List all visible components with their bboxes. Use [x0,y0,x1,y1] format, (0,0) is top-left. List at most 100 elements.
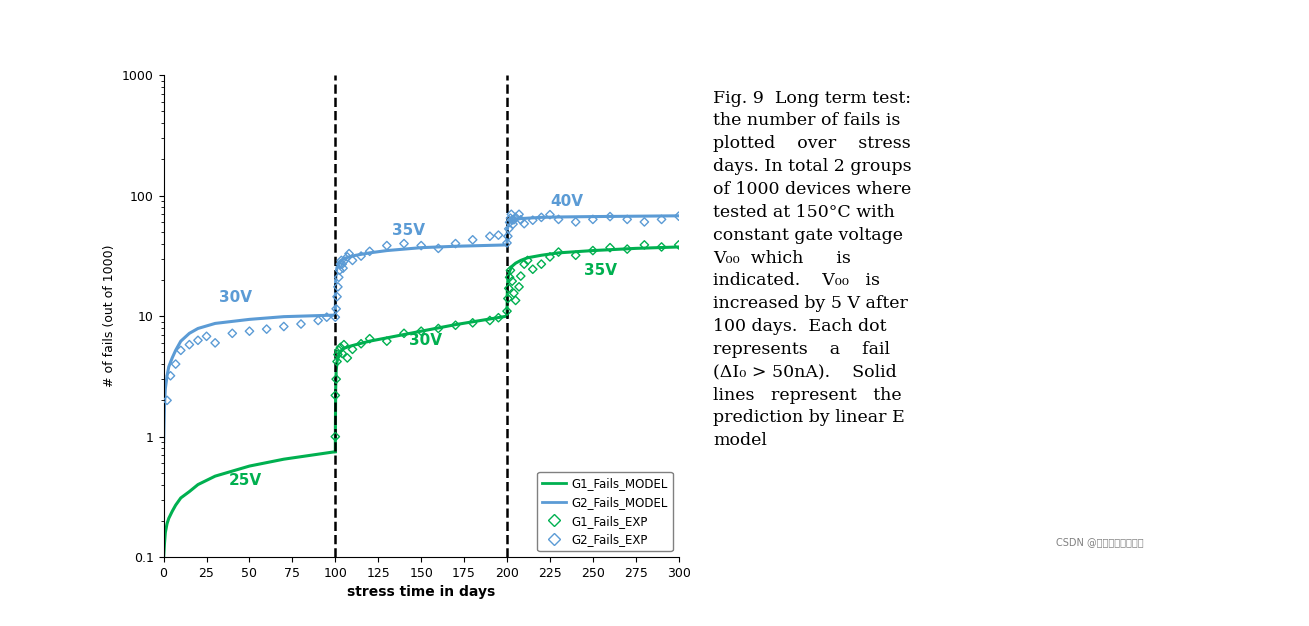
Point [257,324,278,334]
Point [428,244,449,254]
Point [513,218,534,228]
Point [499,284,520,294]
Point [291,319,312,329]
Text: 35V: 35V [391,223,425,238]
Point [509,209,530,219]
Point [522,264,543,274]
Point [359,246,380,256]
Point [503,219,524,229]
Point [583,245,603,255]
X-axis label: stress time in days: stress time in days [347,585,495,600]
Text: 30V: 30V [219,290,251,305]
Point [187,336,208,346]
Point [332,263,353,273]
Point [479,316,500,326]
Point [165,359,186,369]
Point [651,214,672,224]
Point [326,304,347,314]
Point [499,272,520,282]
Text: 35V: 35V [584,263,618,278]
Point [170,346,191,356]
Point [336,252,357,262]
Point [499,217,520,227]
Point [669,211,690,221]
Point [634,240,654,250]
Point [497,231,518,241]
Point [669,240,690,250]
Point [488,313,509,323]
Text: CSDN @幻象空间的十三楼: CSDN @幻象空间的十三楼 [1056,538,1143,548]
Text: 40V: 40V [550,194,583,209]
Point [445,239,466,249]
Point [331,349,352,359]
Point [517,255,538,265]
Point [351,251,372,261]
Point [330,259,351,269]
Point [327,282,348,292]
Point [336,353,357,363]
Point [539,252,560,262]
Point [496,238,517,248]
Point [501,276,522,286]
Point [548,214,569,224]
Text: Fig. 9  Long term test:
the number of fails is
plotted    over    stress
days. I: Fig. 9 Long term test: the number of fai… [713,90,912,449]
Point [411,240,432,250]
Point [411,326,432,336]
Point [583,214,603,224]
Point [329,272,350,282]
Point [308,316,329,326]
Point [497,294,518,304]
Point [600,212,620,222]
Point [240,326,260,336]
Point [331,259,352,269]
Point [565,250,586,260]
Point [445,321,466,331]
Point [351,339,372,349]
Point [504,288,525,298]
Point [325,312,346,322]
Point [651,242,672,252]
Point [511,271,531,281]
Legend: G1_Fails_MODEL, G2_Fails_MODEL, G1_Fails_EXP, G2_Fails_EXP: G1_Fails_MODEL, G2_Fails_MODEL, G1_Fails… [538,472,673,552]
Point [317,312,338,322]
Point [617,214,637,224]
Point [334,340,355,350]
Point [600,243,620,253]
Point [548,247,569,257]
Point [331,255,352,265]
Y-axis label: # of fails (out of 1000): # of fails (out of 1000) [103,245,117,387]
Point [488,230,509,240]
Point [565,217,586,227]
Point [329,265,350,275]
Point [274,322,295,332]
Point [505,295,526,305]
Point [157,396,178,406]
Point [330,342,351,352]
Point [196,331,217,341]
Point [531,212,552,222]
Point [377,240,398,250]
Point [327,349,348,359]
Point [326,357,347,367]
Point [500,265,521,275]
Point [511,215,531,225]
Point [179,340,200,350]
Point [394,239,415,249]
Point [634,217,654,227]
Point [325,391,346,401]
Point [504,215,525,225]
Point [394,328,415,338]
Point [326,292,347,302]
Point [428,324,449,334]
Point [160,371,181,381]
Point [539,210,560,220]
Point [325,432,346,442]
Text: 30V: 30V [410,332,442,347]
Point [500,213,521,223]
Point [496,306,517,316]
Point [329,346,350,356]
Point [501,215,522,225]
Point [462,318,483,328]
Point [509,282,530,292]
Point [522,215,543,225]
